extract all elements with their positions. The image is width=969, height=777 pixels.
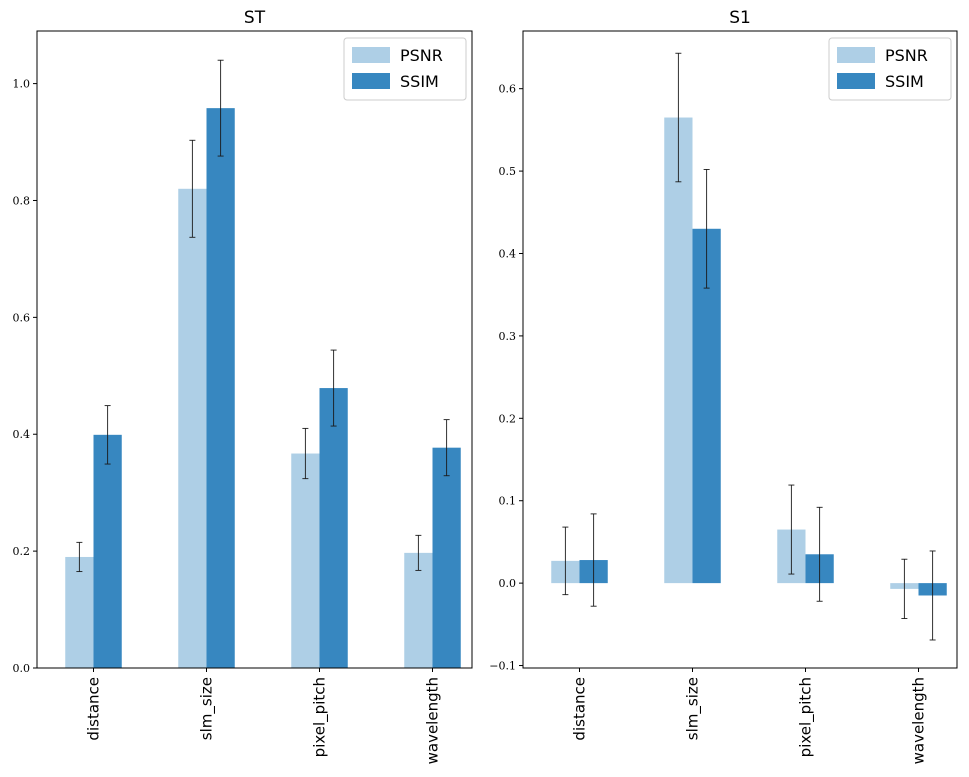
bar-ssim-distance [93, 434, 122, 668]
bar-psnr-slm_size [664, 117, 693, 584]
bar-psnr-slm_size [178, 188, 207, 668]
bar-psnr-pixel_pitch [291, 453, 320, 668]
errorbar-psnr-pixel_pitch [302, 427, 309, 480]
xtick-label-wavelength: wavelength [910, 677, 928, 764]
legend-swatch-psnr [837, 47, 875, 63]
ytick-label: 0.6 [13, 311, 31, 324]
errorbar-ssim-wavelength [929, 550, 936, 641]
xtick-label-wavelength: wavelength [424, 677, 442, 764]
axes-frame [36, 30, 473, 669]
errorbar-psnr-wavelength [901, 558, 908, 620]
bar-psnr-distance [65, 556, 94, 668]
legend-swatch-ssim [837, 73, 875, 89]
errorbar-ssim-distance [590, 513, 597, 607]
legend: PSNR SSIM [343, 37, 467, 101]
errorbar-ssim-slm_size [703, 168, 710, 289]
legend-label-ssim: SSIM [400, 72, 439, 91]
ytick-label: 1.0 [13, 78, 31, 91]
xtick-label-distance: distance [571, 677, 589, 741]
xtick-label-pixel_pitch: pixel_pitch [797, 677, 816, 757]
chart-title: ST [244, 8, 266, 28]
legend-label-psnr: PSNR [400, 46, 443, 65]
legend-swatch-ssim [352, 73, 390, 89]
ytick-label: 0.0 [499, 577, 517, 590]
ytick-label: −0.1 [489, 660, 516, 673]
ytick-label: 0.2 [13, 545, 31, 558]
bar-ssim-wavelength [432, 447, 461, 668]
errorbar-psnr-slm_size [675, 52, 682, 183]
errorbar-ssim-pixel_pitch [816, 506, 823, 602]
legend-label-psnr: PSNR [885, 46, 928, 65]
ytick-label: 0.1 [499, 495, 517, 508]
axes-frame [522, 30, 958, 669]
ytick-label: 0.4 [499, 247, 517, 260]
errorbar-ssim-wavelength [443, 419, 450, 477]
xtick-label-slm_size: slm_size [684, 677, 703, 740]
bar-ssim-pixel_pitch [319, 388, 348, 668]
errorbar-psnr-distance [562, 526, 569, 596]
ytick-label: 0.8 [13, 194, 31, 207]
errorbar-psnr-pixel_pitch [788, 484, 795, 575]
legend-swatch-psnr [352, 47, 390, 63]
chart-panel-0: 0.0 0.2 0.4 0.6 0.8 1.0 distance slm_size pixel_… [13, 8, 473, 764]
chart-panel-1: −0.1 0.0 0.1 0.2 0.3 0.4 0.5 0.6 distance slm_siz… [489, 8, 958, 764]
legend: PSNR SSIM [828, 37, 952, 101]
errorbar-psnr-slm_size [189, 139, 196, 238]
errorbar-psnr-wavelength [415, 534, 422, 571]
chart-title: S1 [729, 8, 751, 28]
ytick-label: 0.3 [499, 330, 517, 343]
ytick-label: 0.6 [499, 83, 517, 96]
errorbar-ssim-pixel_pitch [330, 349, 337, 427]
errorbar-ssim-distance [104, 405, 111, 465]
legend-label-ssim: SSIM [885, 72, 924, 91]
errorbar-psnr-distance [76, 541, 83, 573]
xtick-label-slm_size: slm_size [198, 677, 217, 740]
ytick-label: 0.2 [499, 412, 517, 425]
ytick-label: 0.0 [13, 662, 31, 675]
ytick-label: 0.5 [499, 165, 517, 178]
xtick-label-pixel_pitch: pixel_pitch [311, 677, 330, 757]
xtick-label-distance: distance [85, 677, 103, 741]
errorbar-ssim-slm_size [217, 59, 224, 157]
bar-psnr-wavelength [404, 552, 433, 668]
bar-ssim-slm_size [206, 108, 235, 668]
ytick-label: 0.4 [13, 428, 31, 441]
